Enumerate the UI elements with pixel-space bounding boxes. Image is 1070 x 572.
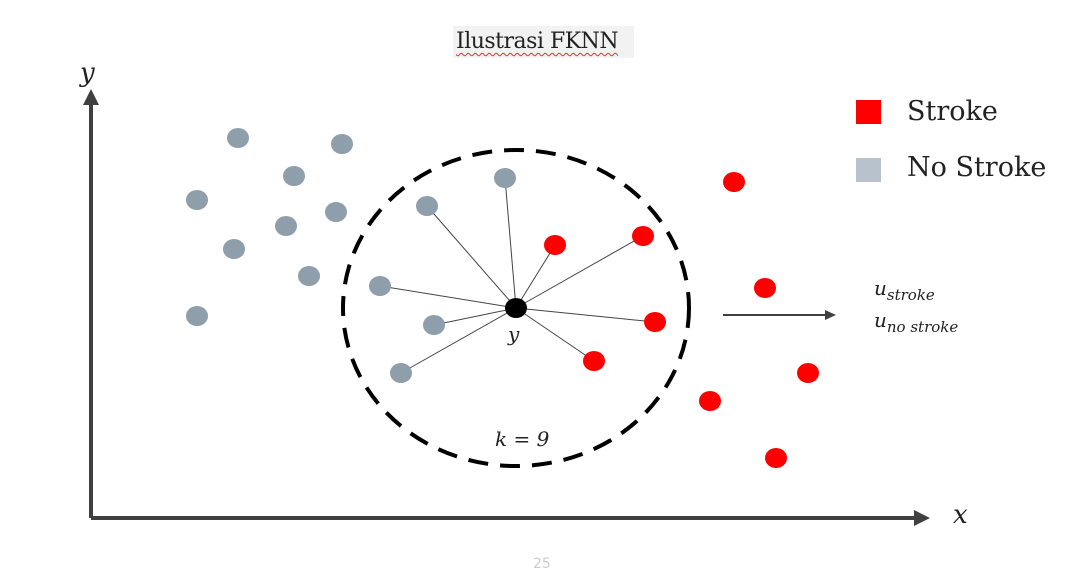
stroke-point xyxy=(797,363,819,383)
u-symbol: u xyxy=(874,308,887,332)
stroke-point xyxy=(699,391,721,411)
neighbor-line xyxy=(515,307,656,323)
stroke-point xyxy=(632,226,654,246)
legend-swatch-stroke xyxy=(856,100,881,124)
no-stroke-point xyxy=(283,166,305,186)
legend-swatch-no-stroke xyxy=(856,158,881,182)
no-stroke-point xyxy=(369,276,391,296)
x-axis-label: x xyxy=(953,500,968,530)
stroke-point xyxy=(765,448,787,468)
stroke-point xyxy=(644,312,666,332)
stroke-point xyxy=(723,172,745,192)
diagram-title: Ilustrasi FKNN xyxy=(456,29,619,54)
no-stroke-point xyxy=(390,363,412,383)
output-arrowhead xyxy=(825,310,836,320)
no-stroke-point xyxy=(494,168,516,188)
neighbor-line xyxy=(515,235,644,309)
u-no-stroke-label: uno stroke xyxy=(874,308,958,336)
neighbor-line xyxy=(504,177,517,309)
no-stroke-point xyxy=(423,315,445,335)
stroke-point xyxy=(583,351,605,371)
y-axis-arrowhead xyxy=(83,89,99,105)
no-stroke-point xyxy=(331,134,353,154)
no-stroke-point xyxy=(275,216,297,236)
no-stroke-point xyxy=(223,239,245,259)
no-stroke-point xyxy=(325,202,347,222)
u-symbol: u xyxy=(874,276,887,300)
neighbor-lines xyxy=(379,177,656,374)
neighborhood-circle xyxy=(341,148,691,468)
neighbor-line xyxy=(426,205,517,309)
title-background xyxy=(453,26,634,58)
no-stroke-point xyxy=(298,266,320,286)
query-label: y xyxy=(508,322,520,346)
page-number: 25 xyxy=(533,556,551,572)
legend-label-no-stroke: No Stroke xyxy=(907,152,1047,183)
no-stroke-point xyxy=(416,196,438,216)
neighbor-line xyxy=(433,307,517,326)
x-axis-arrowhead xyxy=(914,510,930,526)
u-stroke-label: ustroke xyxy=(874,276,935,304)
y-axis-label: y xyxy=(80,58,95,88)
stroke-point xyxy=(544,235,566,255)
neighbor-line xyxy=(515,244,556,309)
k-label: k = 9 xyxy=(495,427,550,451)
u-stroke-subscript: stroke xyxy=(886,286,935,304)
neighbor-line xyxy=(515,307,595,362)
stroke-points xyxy=(544,172,819,468)
no-stroke-point xyxy=(227,128,249,148)
neighbor-line xyxy=(379,285,517,309)
no-stroke-points xyxy=(186,128,516,383)
no-stroke-point xyxy=(186,190,208,210)
neighbor-line xyxy=(400,307,517,374)
legend-label-stroke: Stroke xyxy=(907,96,998,127)
query-point xyxy=(505,298,527,318)
no-stroke-point xyxy=(186,306,208,326)
stroke-point xyxy=(754,278,776,298)
u-no-stroke-subscript: no stroke xyxy=(886,318,959,336)
